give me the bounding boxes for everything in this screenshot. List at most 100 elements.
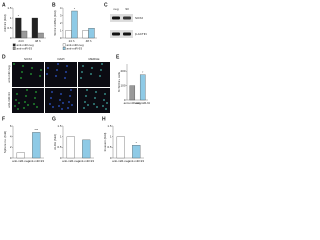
y-axis-label: miR-93 (fold) <box>3 14 7 31</box>
cell-dot <box>61 108 63 110</box>
legend-swatch <box>12 43 16 47</box>
cell-dot <box>100 69 102 71</box>
y-axis-label: SOX2 mRNA (fold) <box>53 10 57 35</box>
y-tick-label: 0.5 <box>7 26 12 30</box>
y-tick-label: 100 <box>120 83 125 87</box>
cell-dot <box>96 106 98 108</box>
x-tick-label: 24 h <box>18 39 24 43</box>
blot-strip <box>110 30 133 38</box>
panel-letter: A <box>2 2 6 8</box>
cell-dot <box>82 65 84 67</box>
legend-label: anti-miR-93 <box>67 46 83 50</box>
micrograph <box>45 88 77 113</box>
bar <box>31 17 38 39</box>
bar <box>82 139 91 159</box>
cell-dot <box>81 71 83 73</box>
cell-dot <box>33 103 35 105</box>
bar <box>129 85 136 101</box>
y-tick-label: 0.5 <box>107 145 112 149</box>
cell-dot <box>58 105 60 107</box>
bar <box>132 145 141 159</box>
bar <box>65 30 72 39</box>
cell-dot <box>105 108 107 110</box>
significance-mark: * <box>136 141 138 145</box>
panel-letter: G <box>52 116 56 122</box>
cell-dot <box>95 91 97 93</box>
cell-dot <box>103 99 105 101</box>
legend-swatch <box>62 43 66 47</box>
cell-dot <box>49 103 51 105</box>
cell-dot <box>35 91 37 93</box>
y-tick-label: 1.5 <box>107 124 112 128</box>
lane-label: 93 <box>125 7 129 11</box>
legend-label: anti-miR-neg <box>17 43 35 47</box>
cell-dot <box>59 99 61 101</box>
y-tick-label: 0.5 <box>57 145 62 149</box>
y-tick-label: 1.5 <box>7 6 12 10</box>
panel-letter: H <box>102 116 106 122</box>
micrograph <box>45 62 77 87</box>
cell-dot <box>83 107 85 109</box>
x-tick-label: 48 h <box>86 39 92 43</box>
cell-dot <box>15 99 17 101</box>
y-tick-label: 2 <box>10 145 12 149</box>
panel-letter: E <box>116 54 120 60</box>
cell-dot <box>101 63 103 65</box>
bar <box>82 30 89 39</box>
cell-dot <box>26 89 28 91</box>
cell-dot <box>30 73 32 75</box>
y-tick-label: 0 <box>10 36 12 40</box>
cell-dot <box>40 69 42 71</box>
bar <box>21 30 28 39</box>
cell-dot <box>90 73 92 75</box>
y-tick-label: 0 <box>60 36 62 40</box>
bar <box>116 136 125 159</box>
y-tick-label: 0 <box>10 156 12 160</box>
cell-dot <box>62 102 64 104</box>
row-label: anti-miR-93 <box>7 92 11 108</box>
significance-mark: * <box>142 71 144 75</box>
y-tick-label: 3 <box>60 13 62 17</box>
cell-dot <box>60 93 62 95</box>
y-tick-label: 1 <box>60 134 62 138</box>
cell-dot <box>17 108 19 110</box>
bar <box>88 28 95 39</box>
cell-dot <box>31 67 33 69</box>
bar <box>16 152 25 159</box>
cell-dot <box>57 63 59 65</box>
cell-dot <box>104 93 106 95</box>
y-axis-label: Invasion (fold) <box>103 133 107 152</box>
y-tick-label: 200 <box>120 69 125 73</box>
bar <box>71 10 78 39</box>
cell-dot <box>71 104 73 106</box>
x-tick-label: anti-miR-93 <box>135 101 150 105</box>
cell-dot <box>94 97 96 99</box>
bar <box>32 132 41 159</box>
cell-dot <box>20 77 22 79</box>
cell-dot <box>64 77 66 79</box>
cell-dot <box>65 71 67 73</box>
y-tick-label: 4 <box>10 134 12 138</box>
cell-dot <box>50 97 52 99</box>
cell-dot <box>69 95 71 97</box>
cell-dot <box>21 71 23 73</box>
micrograph <box>12 62 44 87</box>
y-tick-label: 1.5 <box>57 124 62 128</box>
x-tick-label: anti-miR-neg <box>124 101 142 105</box>
cell-dot <box>66 65 68 67</box>
column-header: DAPI <box>57 57 64 61</box>
cell-dot <box>85 95 87 97</box>
cell-dot <box>68 101 70 103</box>
significance-mark: * <box>74 7 76 11</box>
cell-dot <box>27 104 29 106</box>
y-tick-label: 0 <box>110 156 112 160</box>
band-label: β-ACTIN <box>135 32 147 36</box>
row-label: anti-miR-neg <box>7 65 11 83</box>
legend-label: anti-miR-neg <box>67 43 85 47</box>
y-tick-label: 1 <box>110 134 112 138</box>
y-tick-label: 0 <box>60 156 62 160</box>
cell-dot <box>102 105 104 107</box>
bar <box>15 17 22 39</box>
legend-label: anti-miR-93 <box>17 46 33 50</box>
